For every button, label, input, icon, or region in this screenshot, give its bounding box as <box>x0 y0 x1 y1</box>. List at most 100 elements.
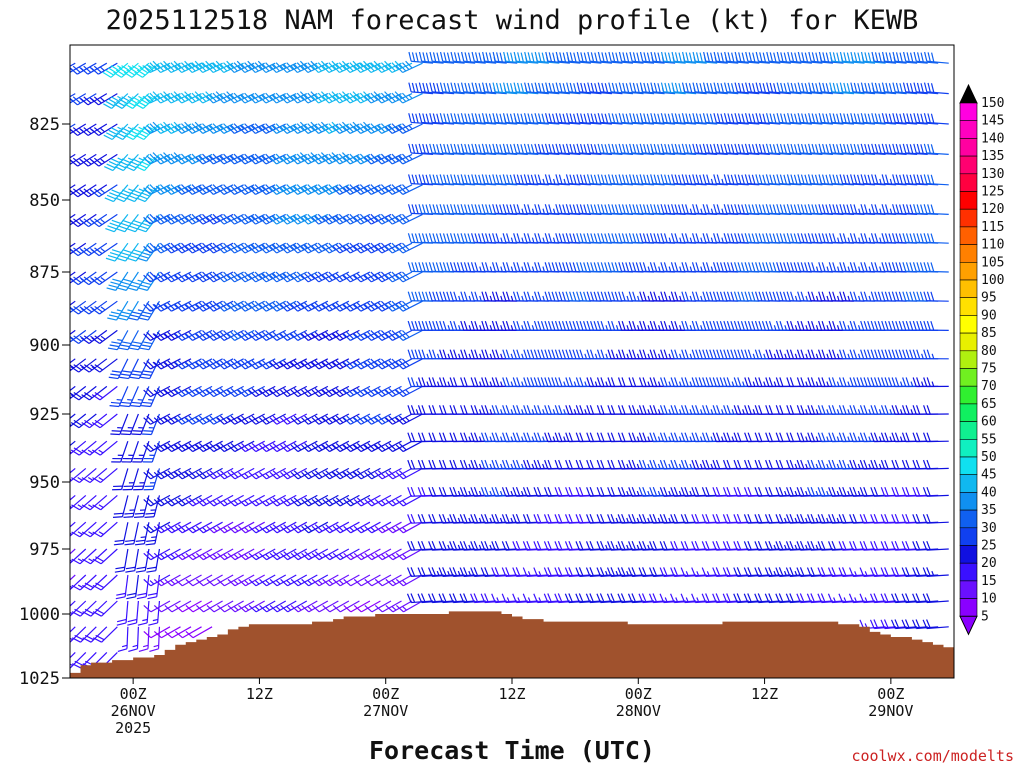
wind-barb <box>554 567 581 577</box>
wind-barb <box>136 574 150 600</box>
wind-barb <box>70 271 76 277</box>
wind-barb <box>332 271 360 283</box>
wind-barb <box>470 567 497 577</box>
wind-barb <box>91 271 118 286</box>
wind-barb <box>513 51 539 64</box>
wind-barb <box>408 143 434 155</box>
wind-barb <box>71 574 97 591</box>
wind-barb <box>146 548 161 573</box>
wind-barb <box>124 522 139 546</box>
wind-barb <box>566 51 591 64</box>
wind-barb <box>850 143 876 155</box>
wind-barb <box>385 494 413 507</box>
wind-barb <box>480 593 507 604</box>
colorbar-label: 85 <box>981 326 997 341</box>
wind-barb <box>217 574 244 587</box>
wind-barb <box>81 385 108 401</box>
wind-barb <box>881 51 907 64</box>
wind-barb <box>248 521 276 534</box>
wind-barb <box>395 123 423 135</box>
wind-barb <box>512 567 539 577</box>
wind-barb <box>91 213 118 228</box>
wind-barb <box>143 184 171 195</box>
wind-barb <box>680 593 707 604</box>
wind-barb <box>806 567 834 577</box>
wind-barb <box>554 593 581 604</box>
wind-barb <box>429 82 455 95</box>
colorbar-bin <box>959 456 978 476</box>
wind-barb <box>395 600 423 613</box>
wind-barb <box>459 593 486 604</box>
wind-barb <box>71 494 97 511</box>
wind-barb <box>103 123 129 141</box>
wind-barb <box>374 574 402 587</box>
wind-barb <box>121 441 139 463</box>
wind-barb <box>206 574 234 587</box>
wind-barb <box>81 358 108 373</box>
wind-barb <box>81 548 108 565</box>
colorbar-label: 90 <box>981 308 997 323</box>
wind-barb <box>81 467 108 484</box>
wind-barb <box>70 385 76 392</box>
wind-barb <box>417 593 444 604</box>
wind-barb <box>923 349 949 360</box>
wind-barb <box>796 567 823 577</box>
wind-barb <box>418 143 444 155</box>
colorbar-label: 50 <box>981 450 997 465</box>
wind-barb <box>91 153 118 167</box>
wind-barb <box>70 413 87 428</box>
wind-barb <box>713 51 739 64</box>
wind-barb <box>82 626 108 643</box>
wind-barb <box>70 300 76 306</box>
wind-barb <box>174 548 202 561</box>
wind-barb <box>892 82 918 95</box>
wind-barb <box>143 574 171 587</box>
wind-barb <box>491 567 518 577</box>
wind-barb <box>734 82 760 95</box>
wind-barb <box>923 377 949 388</box>
wind-barb <box>322 548 350 561</box>
wind-barb <box>113 93 139 109</box>
y-axis: 825 850 875 900 925 950 975 1000 1025 <box>19 115 70 689</box>
wind-barb <box>128 330 150 351</box>
wind-barb <box>912 593 939 604</box>
wind-barb <box>922 619 949 630</box>
wind-barb <box>248 574 276 587</box>
colorbar-bin <box>959 527 978 546</box>
wind-barb <box>924 51 949 64</box>
colorbar-label: 20 <box>981 556 997 571</box>
wind-barb <box>564 567 591 577</box>
wind-barb <box>587 82 613 95</box>
wind-barb <box>395 300 423 312</box>
colorbar-bin <box>959 545 978 564</box>
wind-barb <box>912 619 939 630</box>
wind-barb <box>502 143 528 155</box>
wind-barb <box>776 82 802 95</box>
wind-barb <box>902 113 928 125</box>
wind-barb <box>555 113 581 125</box>
wind-barb <box>301 600 329 613</box>
wind-barb <box>81 413 108 429</box>
wind-barb <box>259 574 287 587</box>
wind-barb <box>881 113 907 125</box>
wind-barb <box>70 548 76 555</box>
wind-barb <box>124 93 150 109</box>
wind-barb <box>70 574 76 581</box>
wind-barb <box>332 600 360 613</box>
wind-barb <box>129 358 150 380</box>
wind-barb <box>227 494 255 507</box>
wind-barb <box>871 143 897 155</box>
wind-barb <box>238 494 265 507</box>
wind-barb <box>127 271 150 291</box>
wind-barb <box>70 329 76 336</box>
wind-barb <box>91 385 118 401</box>
wind-barb <box>70 358 97 373</box>
wind-barb <box>765 143 791 155</box>
wind-barb <box>395 574 423 587</box>
y-tick-label: 850 <box>29 191 60 211</box>
wind-barb <box>429 113 455 125</box>
wind-barb <box>116 600 129 626</box>
wind-barb <box>140 358 160 380</box>
colorbar-label: 70 <box>981 379 997 394</box>
wind-barb <box>164 626 192 639</box>
